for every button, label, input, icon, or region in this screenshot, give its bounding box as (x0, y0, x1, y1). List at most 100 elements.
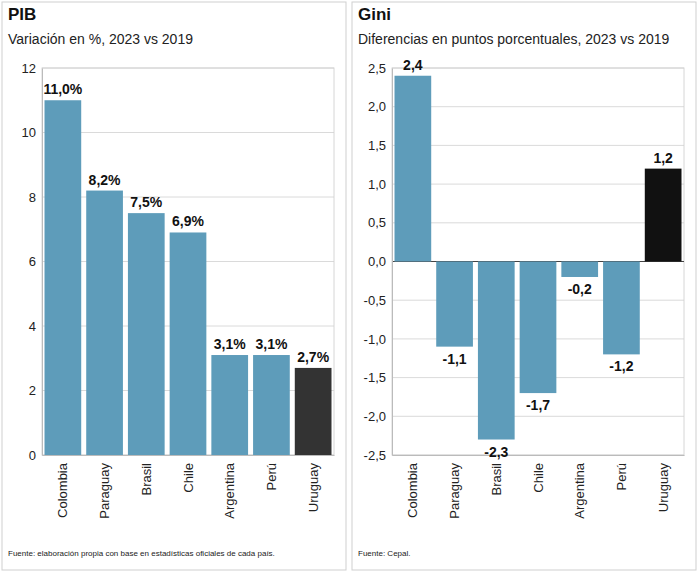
x-tick: Colombia (405, 455, 420, 518)
panel-frame (2, 2, 346, 570)
x-axis: Colombia Paraguay Brasil Chile Argentina Perú… (43, 455, 335, 519)
y-tick-label: 10 (22, 125, 36, 140)
data-label: 3,1% (214, 336, 246, 352)
x-axis-line (43, 455, 335, 456)
plot-frame (42, 68, 334, 455)
y-tick: 0 (29, 448, 42, 463)
y-tick-label: -2,0 (364, 409, 386, 424)
grid-line (392, 222, 684, 223)
data-label: 7,5% (130, 194, 162, 210)
y-tick: 12 (22, 61, 42, 76)
data-label: -1,7 (526, 397, 550, 413)
grid-line (392, 455, 684, 456)
y-tick-label: 0 (29, 448, 36, 463)
bar (645, 169, 682, 262)
panel: PIBVariación en %, 2023 vs 2019024681012… (2, 2, 346, 570)
grid-line (392, 145, 684, 146)
data-label: -1,2 (609, 358, 633, 374)
x-tick: Chile (181, 455, 196, 493)
y-tick-label: 12 (22, 61, 36, 76)
x-tick-label: Paraguay (447, 463, 462, 519)
data-label: 3,1% (255, 336, 287, 352)
x-tick: Uruguay (656, 455, 671, 512)
chart-canvas: PIBVariación en %, 2023 vs 2019024681012… (0, 0, 700, 573)
x-tick: Brasil (139, 455, 154, 496)
y-tick: 2 (29, 383, 42, 398)
y-axis-line (392, 69, 393, 456)
y-tick-label: -1,0 (364, 332, 386, 347)
bar (128, 213, 165, 455)
data-labels: 11,0%8,2%7,5%6,9%3,1%3,1%2,7% (43, 81, 329, 365)
y-tick: -1,0 (364, 332, 392, 347)
y-tick: -0,5 (364, 293, 392, 308)
title: Gini (358, 5, 391, 24)
x-tick-label: Chile (181, 463, 196, 493)
panel: GiniDiferencias en puntos porcentuales, … (352, 2, 696, 570)
grid-line (42, 68, 334, 69)
grid-line (392, 106, 684, 107)
bar (561, 262, 598, 277)
x-axis-line (393, 455, 685, 456)
data-label: 6,9% (172, 213, 204, 229)
bar (45, 100, 82, 455)
y-tick-label: 1,5 (368, 138, 386, 153)
grid-line (392, 416, 684, 417)
data-label: 2,4 (403, 57, 423, 73)
grid-line (392, 68, 684, 69)
x-tick-label: Chile (531, 463, 546, 493)
y-tick: 8 (29, 190, 42, 205)
y-tick: 0,0 (368, 254, 392, 269)
bar (395, 76, 432, 262)
y-tick-label: 0,5 (368, 215, 386, 230)
x-tick-label: Uruguay (306, 463, 321, 513)
data-label: -2,3 (484, 444, 508, 460)
x-tick: Perú (264, 455, 279, 490)
bar (295, 368, 332, 455)
bar (478, 262, 515, 440)
y-tick-label: 8 (29, 190, 36, 205)
y-tick: 1,5 (368, 138, 392, 153)
x-axis: ColombiaParaguayBrasilChileArgentinaPerú… (393, 455, 685, 519)
x-tick: Paraguay (97, 455, 112, 519)
y-tick-label: 1,0 (368, 177, 386, 192)
bar (211, 355, 248, 455)
data-label: 8,2% (89, 172, 121, 188)
y-tick-label: -2,5 (364, 448, 386, 463)
bar (520, 262, 557, 394)
y-tick: -1,5 (364, 370, 392, 385)
y-tick-label: 2 (29, 383, 36, 398)
x-tick-label: Colombia (405, 462, 420, 518)
x-tick: Argentina (572, 455, 587, 519)
bars (45, 100, 332, 455)
source-note: Fuente: elaboración propia con base en e… (8, 549, 275, 558)
bar (86, 191, 123, 455)
x-tick-label: Brasil (139, 463, 154, 496)
x-tick-label: Argentina (222, 462, 237, 518)
grid (42, 68, 334, 455)
y-tick-label: 0,0 (368, 254, 386, 269)
y-tick-label: -0,5 (364, 293, 386, 308)
bar (603, 262, 640, 355)
bars (395, 76, 682, 440)
subtitle: Variación en %, 2023 vs 2019 (8, 31, 193, 47)
data-labels: 2,4-1,1-2,3-1,7-0,2-1,21,2 (403, 57, 673, 460)
y-tick: 10 (22, 125, 42, 140)
x-tick: Colombia (55, 455, 70, 518)
x-tick: Brasil (489, 455, 504, 496)
y-tick: 0,5 (368, 215, 392, 230)
x-tick-label: Argentina (572, 462, 587, 518)
x-tick: Argentina (222, 455, 237, 519)
y-tick-label: 4 (29, 319, 36, 334)
y-tick: 1,0 (368, 177, 392, 192)
bar (253, 355, 290, 455)
panel-frame (352, 2, 696, 570)
x-tick: Uruguay (306, 455, 321, 512)
y-axis: 0 2 4 6 8 10 12 (22, 61, 43, 463)
y-tick-label: 6 (29, 254, 36, 269)
y-tick: -2,5 (364, 448, 392, 463)
bar (436, 262, 473, 347)
plot-frame (392, 68, 684, 455)
data-label: -1,1 (443, 351, 467, 367)
x-tick: Paraguay (447, 455, 462, 519)
grid-line (42, 197, 334, 198)
